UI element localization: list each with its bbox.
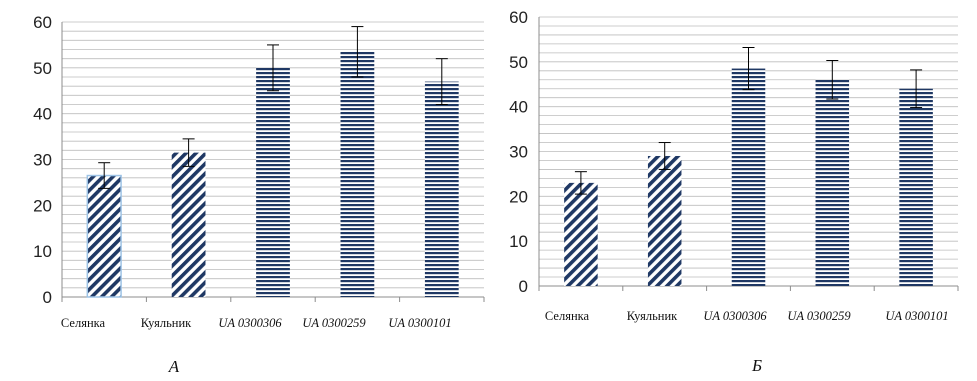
x-category-label: UA 0300259: [787, 309, 851, 323]
y-tick-label: 20: [509, 187, 528, 206]
y-tick-label: 10: [33, 242, 52, 261]
bar: [256, 67, 290, 297]
bar: [340, 51, 375, 297]
bar: [171, 152, 206, 297]
panel-label: А: [168, 357, 180, 376]
y-tick-label: 30: [509, 143, 528, 162]
x-category-label: UA 0300101: [885, 309, 948, 323]
y-tick-label: 20: [33, 196, 52, 215]
x-category-label: UA 0300259: [302, 316, 366, 330]
x-category-label: UA 0300101: [388, 316, 451, 330]
bar: [731, 68, 766, 286]
y-tick-label: 50: [509, 53, 528, 72]
y-tick-label: 40: [33, 105, 52, 124]
y-tick-label: 60: [33, 13, 52, 32]
chart-panel-b: 0 10 20 30 40 50 60 Селянка Куяльник UA 0300306 UA…: [509, 8, 959, 375]
y-tick-label: 60: [509, 8, 528, 27]
bar: [899, 88, 933, 286]
y-tick-label: 0: [519, 277, 528, 296]
bar: [815, 79, 850, 287]
y-tick-label: 0: [43, 288, 52, 307]
panel-label: Б: [751, 356, 762, 375]
x-category-label: UA 0300306: [703, 309, 767, 323]
bar: [424, 81, 459, 297]
y-tick-label: 30: [33, 151, 52, 170]
bar: [564, 182, 598, 286]
x-category-label: Селянка: [61, 316, 106, 330]
x-category-label: Куяльник: [141, 316, 192, 330]
x-category-label: Селянка: [545, 309, 590, 323]
chart-panel-a: 0 10 20 30 40 50 60 Селянка Куяльник UA 0300306 UA…: [33, 13, 485, 376]
x-category-label: Куяльник: [627, 309, 678, 323]
y-tick-label: 40: [509, 98, 528, 117]
y-tick-label: 10: [509, 232, 528, 251]
bar: [647, 155, 682, 286]
y-tick-label: 50: [33, 59, 52, 78]
bar: [87, 175, 122, 297]
x-category-label: UA 0300306: [218, 316, 282, 330]
